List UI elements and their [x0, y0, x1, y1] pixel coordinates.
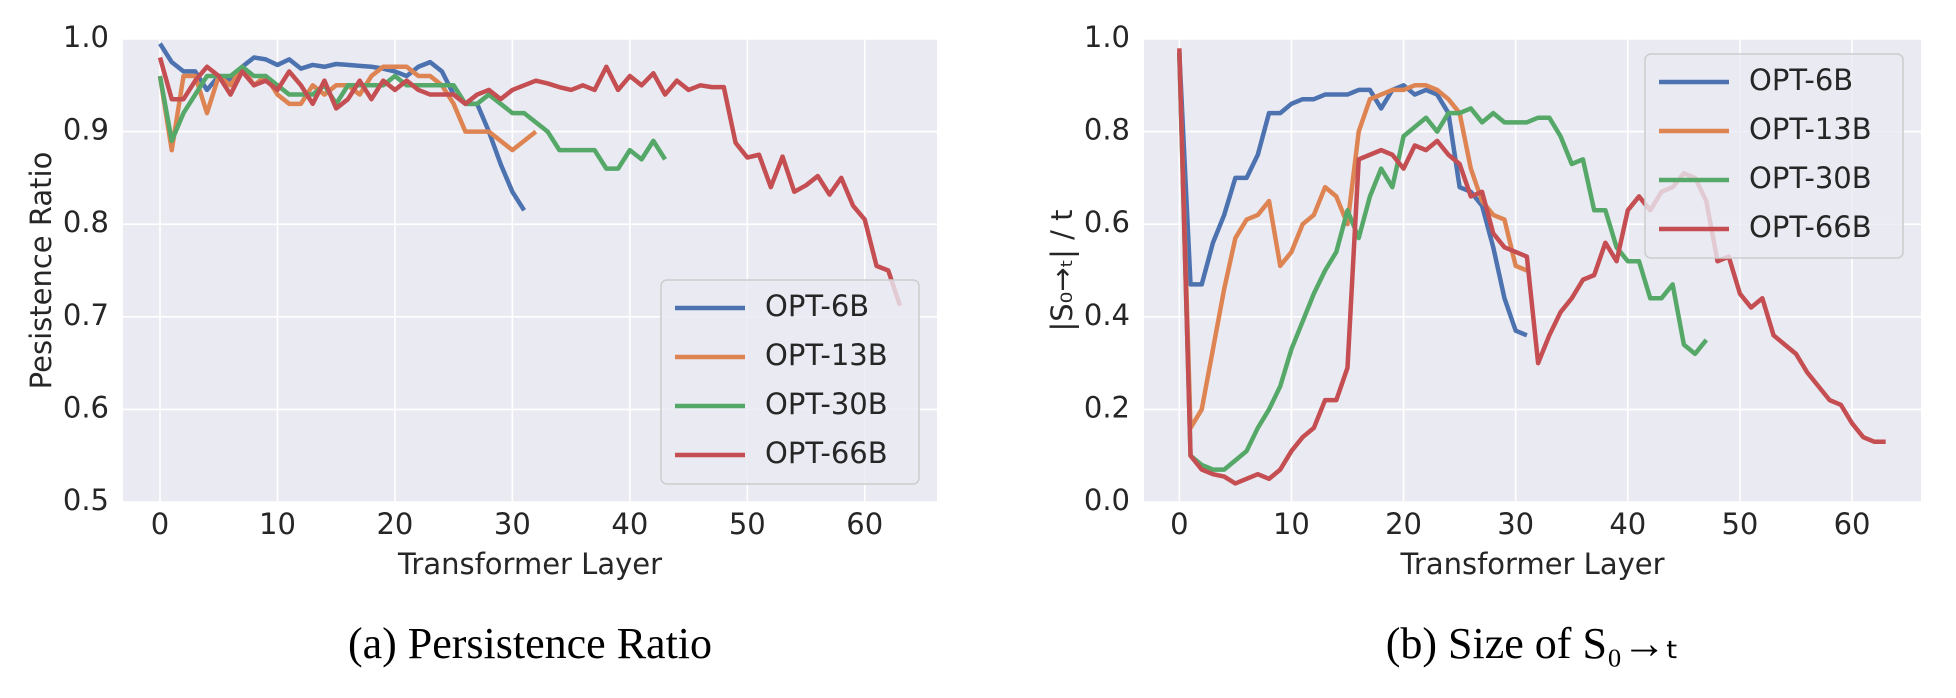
x-tick-label: 40: [611, 507, 648, 541]
x-tick-label: 30: [494, 507, 531, 541]
x-tick-label: 30: [1497, 507, 1534, 541]
y-axis-label: |S₀→ₜ| / t: [1045, 209, 1079, 331]
legend-box: [1644, 53, 1904, 259]
x-tick-label: 0: [1170, 507, 1188, 541]
x-tick-label: 10: [259, 507, 296, 541]
y-tick-label: 0.6: [63, 390, 109, 424]
legend-label: OPT-6B: [765, 289, 869, 323]
y-tick-label: 0.8: [1084, 113, 1130, 147]
legend-label: OPT-13B: [765, 338, 888, 372]
x-axis-label: Transformer Layer: [1399, 547, 1664, 581]
legend-label: OPT-30B: [765, 387, 888, 421]
x-tick-label: 60: [846, 507, 883, 541]
x-tick-label: 0: [151, 507, 169, 541]
caption: (a) Persistence Ratio: [348, 619, 712, 668]
x-tick-label: 20: [1385, 507, 1422, 541]
x-tick-label: 20: [376, 507, 413, 541]
y-tick-label: 0.0: [1084, 483, 1130, 517]
y-tick-label: 0.5: [63, 483, 109, 517]
x-tick-label: 50: [1721, 507, 1758, 541]
y-tick-label: 0.8: [63, 205, 109, 239]
x-tick-label: 10: [1273, 507, 1310, 541]
caption: (b) Size of S₀→ₜ: [1386, 619, 1680, 668]
y-tick-label: 0.9: [63, 113, 109, 147]
y-tick-label: 1.0: [1084, 20, 1130, 54]
x-tick-label: 60: [1834, 507, 1871, 541]
y-tick-label: 1.0: [63, 20, 109, 54]
y-tick-label: 0.6: [1084, 205, 1130, 239]
legend-label: OPT-30B: [1749, 161, 1872, 195]
series-line: [157, 56, 903, 307]
y-tick-label: 0.2: [1084, 390, 1130, 424]
legend-label: OPT-6B: [1749, 63, 1853, 97]
legend-label: OPT-13B: [1749, 112, 1872, 146]
x-tick-label: 50: [729, 507, 766, 541]
x-tick-label: 40: [1609, 507, 1646, 541]
y-axis-label: Pesistence Ratio: [24, 152, 58, 390]
y-tick-label: 0.4: [1084, 298, 1130, 332]
y-tick-label: 0.7: [63, 298, 109, 332]
series-line: [1177, 52, 1528, 431]
legend-box: [660, 279, 920, 485]
legend-label: OPT-66B: [1749, 210, 1872, 244]
series-line: [1177, 48, 1886, 486]
x-axis-label: Transformer Layer: [397, 547, 662, 581]
legend-label: OPT-66B: [765, 436, 888, 470]
